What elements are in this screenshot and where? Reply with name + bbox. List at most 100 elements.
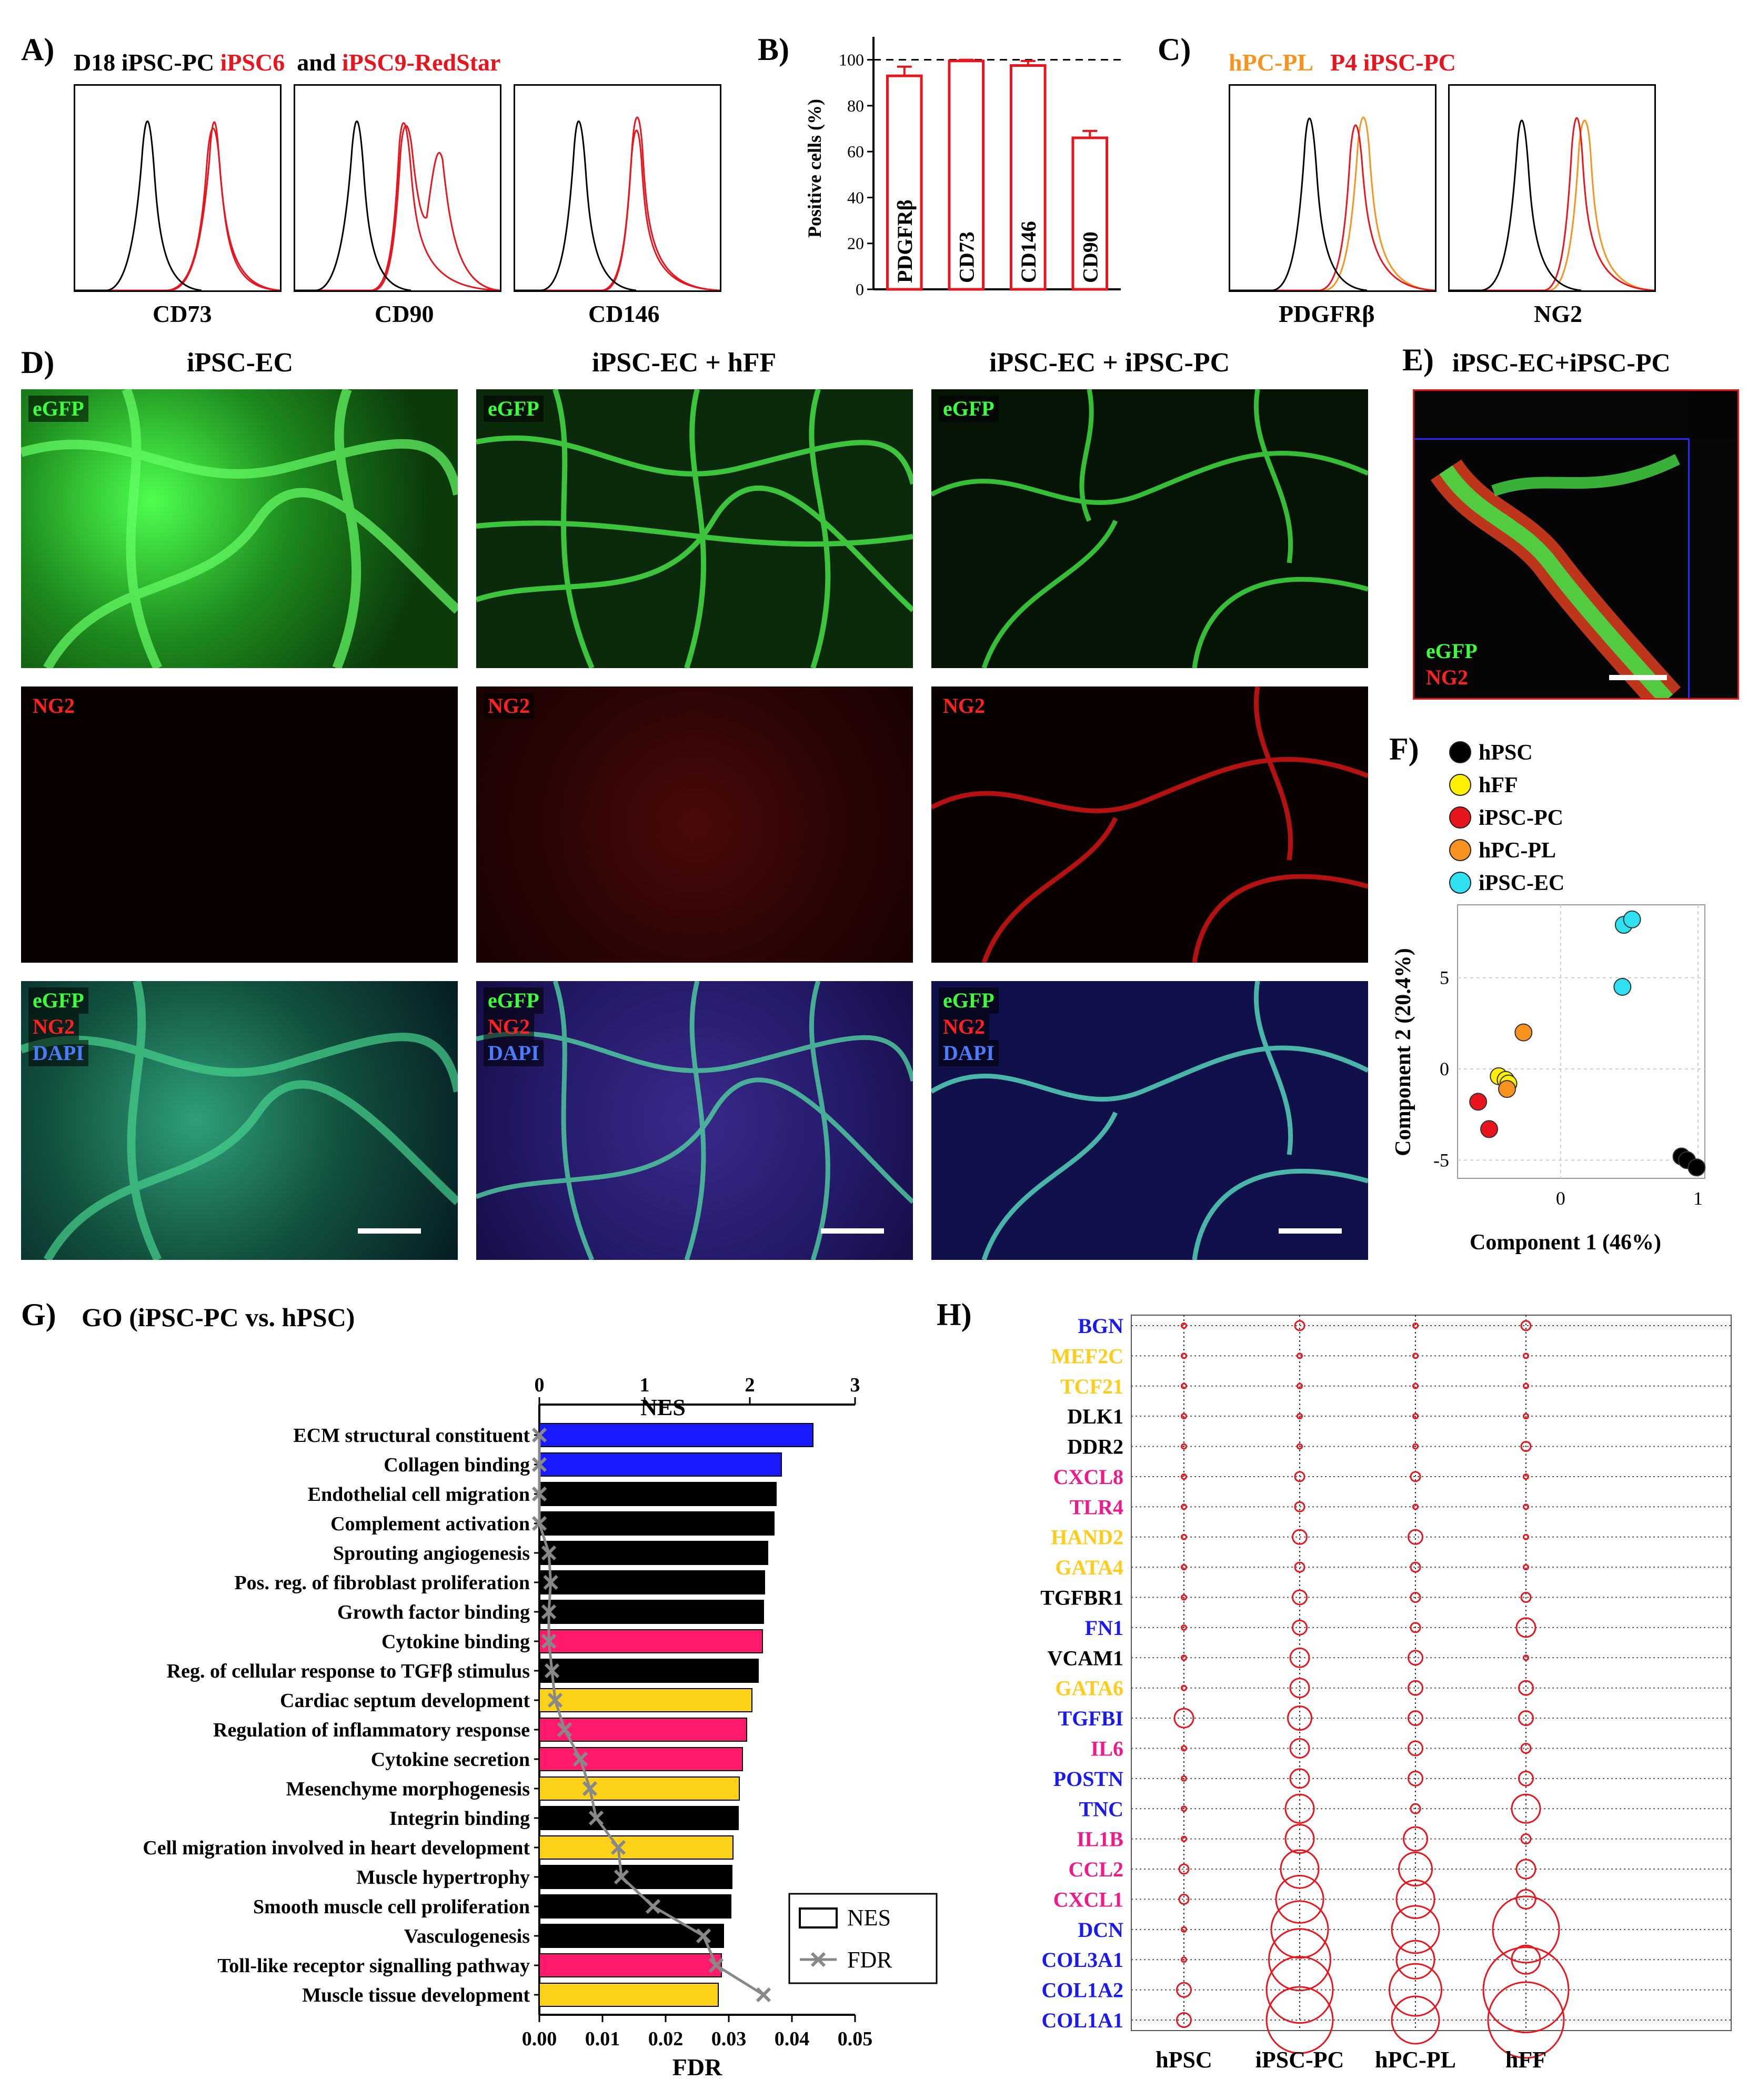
panel-h-bubble bbox=[1403, 1826, 1428, 1852]
panel-c-title-hpcpl: hPC-PL bbox=[1229, 49, 1312, 76]
panel-h-bubble bbox=[1284, 1824, 1315, 1854]
micrograph-hff-ng2: NG2 bbox=[476, 686, 913, 963]
panel-h-bubble bbox=[1518, 1680, 1534, 1696]
micrograph-hff-egfp-texture bbox=[476, 389, 913, 668]
panel-g-term-label: Toll-like receptor signalling pathway bbox=[217, 1955, 530, 1977]
panel-h-bubble bbox=[1297, 1382, 1303, 1389]
histogram-cd73 bbox=[74, 84, 282, 292]
panel-h-bubble bbox=[1395, 1879, 1435, 1919]
panel-h-bubble bbox=[1515, 1889, 1536, 1910]
panel-h-bubble bbox=[1520, 1441, 1532, 1452]
panel-g-nes-tick-label: 2 bbox=[745, 1374, 755, 1396]
panel-h-bubble bbox=[1181, 1443, 1187, 1450]
panel-g-term-label: Reg. of cellular response to TGFβ stimul… bbox=[167, 1660, 530, 1682]
panel-g-fdr-marker bbox=[557, 1722, 572, 1738]
panel-h-gene-label: FN1 bbox=[1085, 1616, 1123, 1640]
confocal-xz-projection bbox=[1414, 391, 1688, 440]
panel-f-point bbox=[1480, 1120, 1499, 1138]
panel-h-bubble bbox=[1181, 1473, 1187, 1480]
micrograph-pc-ng2-texture bbox=[931, 686, 1368, 963]
panel-g-fdr-marker bbox=[696, 1928, 711, 1944]
panel-g-term-label: Sprouting angiogenesis bbox=[333, 1542, 530, 1564]
panel-h-bubble bbox=[1181, 1352, 1187, 1359]
panel-h-bubble bbox=[1398, 1852, 1433, 1887]
panel-h-gene-label: DCN bbox=[1078, 1918, 1123, 1942]
panel-f-point bbox=[1514, 1023, 1533, 1042]
panel-g-fdr-marker bbox=[543, 1574, 558, 1590]
panel-g-fdr-marker bbox=[544, 1663, 560, 1679]
panel-f-legend-marker bbox=[1449, 774, 1471, 796]
panel-f-ytick-label: 5 bbox=[1440, 967, 1449, 988]
panel-e-label: E) bbox=[1402, 342, 1434, 377]
panel-g-fdr-marker bbox=[531, 1427, 547, 1443]
panel-h-label: H) bbox=[937, 1297, 972, 1332]
panel-h-bubble bbox=[1181, 1654, 1187, 1661]
panel-g-fdr-marker bbox=[541, 1604, 557, 1620]
panel-a-title-prefix: D18 iPSC-PC bbox=[74, 49, 215, 76]
panel-h-bubble bbox=[1173, 1708, 1194, 1729]
panel-h-bubble bbox=[1408, 1650, 1423, 1666]
panel-h-bubble bbox=[1511, 1944, 1541, 1975]
panel-h-bubble bbox=[1389, 1963, 1442, 2017]
panel-d-col-title-3: iPSC-EC + iPSC-PC bbox=[989, 348, 1230, 378]
panel-f-legend-label: hPC-PL bbox=[1479, 839, 1556, 863]
panel-h-bubble bbox=[1523, 1654, 1529, 1661]
panel-h-gene-label: TLR4 bbox=[1070, 1495, 1123, 1519]
panel-f-point bbox=[1469, 1093, 1488, 1111]
label-egfp-pc: eGFP bbox=[939, 396, 999, 422]
panel-h-bubble bbox=[1181, 1413, 1187, 1420]
panel-h-gene-label: MEF2C bbox=[1051, 1344, 1123, 1368]
scale-bar-hff bbox=[821, 1228, 884, 1234]
label-merge-dapi-hff: DAPI bbox=[484, 1040, 544, 1066]
panel-f-xlabel: Component 1 (46%) bbox=[1470, 1230, 1661, 1255]
marker-label-cd146: CD146 bbox=[588, 300, 660, 327]
panel-h-bubble bbox=[1289, 1678, 1310, 1699]
panel-h-bubble bbox=[1518, 1770, 1534, 1786]
panel-b-label: B) bbox=[758, 32, 789, 67]
micrograph-hff-egfp: eGFP bbox=[476, 389, 913, 668]
panel-g-nes-bar bbox=[539, 1953, 722, 1977]
panel-h-bubble bbox=[1275, 1874, 1324, 1924]
panel-h-bubble bbox=[1410, 1471, 1421, 1482]
panel-g-term-label: Muscle tissue development bbox=[302, 1984, 530, 2006]
label-merge-egfp-pc: eGFP bbox=[939, 987, 999, 1014]
panel-h-gene-label: COL3A1 bbox=[1041, 1948, 1123, 1972]
panel-h-column-label: iPSC-PC bbox=[1255, 2047, 1344, 2073]
histogram-cd90-plot bbox=[295, 120, 500, 291]
panel-h-bubble bbox=[1412, 1503, 1419, 1510]
panel-c-title-p4: P4 iPSC-PC bbox=[1330, 49, 1456, 76]
histogram-cd73-plot bbox=[75, 120, 280, 291]
panel-g-nes-bar bbox=[539, 1835, 734, 1860]
panel-h-gene-label: GATA4 bbox=[1055, 1556, 1123, 1579]
panel-h-bubble bbox=[1410, 1592, 1421, 1603]
panel-g-fdr-tick-label: 0.04 bbox=[775, 2028, 810, 2050]
panel-g-nes-tick-label: 3 bbox=[850, 1374, 860, 1396]
panel-g-term-label: Collagen binding bbox=[384, 1454, 530, 1476]
panel-h-bubble bbox=[1280, 1849, 1320, 1889]
panel-f-ylabel: Component 2 (20.4%) bbox=[1394, 948, 1415, 1156]
micrograph-pc-egfp: eGFP bbox=[931, 389, 1368, 668]
panel-g-term-label: Growth factor binding bbox=[337, 1601, 530, 1623]
panel-h-bubble bbox=[1181, 1503, 1187, 1510]
panel-h-bubble bbox=[1391, 1905, 1440, 1954]
panel-h-plot-area bbox=[1131, 1315, 1732, 2031]
panel-g-term-label: Cardiac septum development bbox=[280, 1690, 530, 1712]
panel-h-bubble bbox=[1292, 1529, 1308, 1545]
panel-b-ytick-label: 60 bbox=[847, 142, 864, 161]
panel-h-gene-label: VCAM1 bbox=[1048, 1646, 1123, 1670]
label-merge-ng2-pc: NG2 bbox=[939, 1014, 989, 1040]
panel-h-bubble bbox=[1410, 1803, 1421, 1814]
panel-b-ytick-label: 40 bbox=[847, 188, 864, 207]
panel-f-point bbox=[1498, 1080, 1516, 1098]
panel-a-label: A) bbox=[21, 32, 55, 67]
histogram-cd146-plot bbox=[515, 116, 720, 291]
panel-h-gene-label: DLK1 bbox=[1067, 1405, 1123, 1428]
panel-f-legend-label: hFF bbox=[1479, 773, 1518, 797]
panel-g-nes-axis-label: NES bbox=[640, 1395, 686, 1420]
panel-h-gene-label: GATA6 bbox=[1055, 1677, 1123, 1700]
panel-b-bar bbox=[886, 74, 923, 291]
panel-b-bar-label: CD90 bbox=[1078, 231, 1102, 283]
panel-h-bubble bbox=[1520, 1592, 1532, 1603]
panel-h-bubble bbox=[1268, 1928, 1331, 1992]
micrograph-pc-merge: eGFP NG2 DAPI bbox=[931, 981, 1368, 1260]
